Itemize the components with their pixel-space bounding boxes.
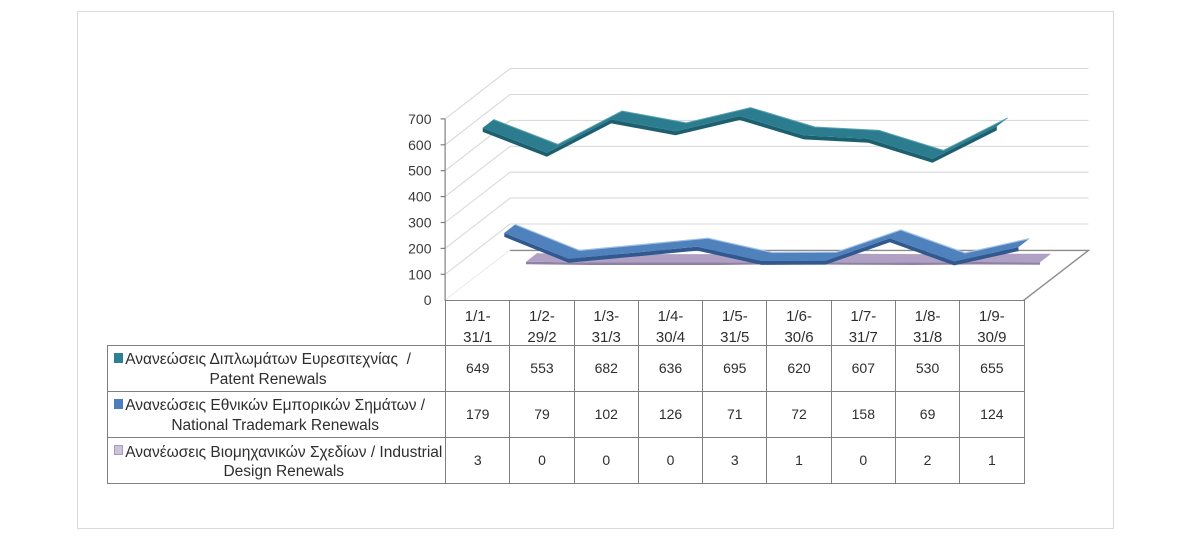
- svg-text:400: 400: [408, 189, 432, 205]
- svg-text:700: 700: [408, 111, 432, 127]
- svg-text:500: 500: [408, 163, 432, 179]
- svg-text:0: 0: [424, 292, 432, 308]
- svg-text:300: 300: [408, 215, 432, 231]
- svg-text:100: 100: [408, 266, 432, 282]
- svg-text:600: 600: [408, 137, 432, 153]
- svg-text:200: 200: [408, 240, 432, 256]
